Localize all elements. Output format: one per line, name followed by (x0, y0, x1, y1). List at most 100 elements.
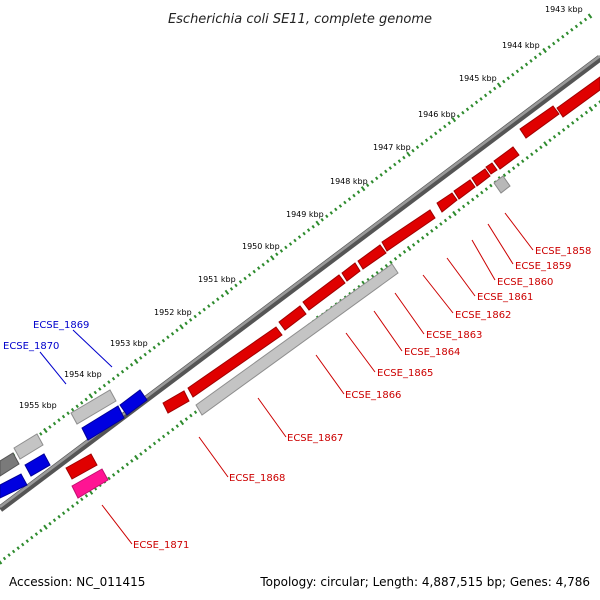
label-ecse-1871[interactable]: ECSE_1871 (133, 540, 189, 551)
scale-minor-dot (111, 473, 116, 477)
scale-minor-dot (2, 556, 7, 561)
scale-minor-dot (325, 214, 329, 219)
scale-minor-dot (502, 173, 507, 178)
scale-minor-dot (189, 413, 193, 418)
scale-minor-dot (507, 169, 511, 174)
scale-minor-dot (170, 331, 175, 336)
scale-minor-dot (21, 542, 25, 547)
label-ecse-1862[interactable]: ECSE_1862 (455, 310, 511, 321)
gene-ecse-1869-arrow[interactable] (81, 405, 125, 441)
gene-ecse-1868c-arrow[interactable] (162, 390, 190, 414)
scale-minor-dot (579, 21, 583, 25)
gene-ecse-1865-arrow[interactable] (381, 209, 436, 252)
gene-ecse-1868-arrow[interactable] (278, 305, 307, 331)
scale-minor-dot (139, 356, 143, 360)
genome-title-group: Escherichia coli SE11, complete genome (168, 12, 432, 27)
scale-major-tick (543, 141, 548, 147)
scale-minor-dot (557, 131, 561, 136)
scale-minor-dot (375, 176, 379, 181)
scale-minor-dot (161, 338, 166, 343)
scale-minor-dot (533, 55, 538, 60)
accession-text: Accession: NC_011415 (9, 575, 145, 589)
scale-minor-dot (207, 304, 211, 308)
scale-minor-dot (584, 110, 589, 115)
label-ecse-1861[interactable]: ECSE_1861 (477, 292, 533, 303)
scale-minor-dot (130, 459, 134, 463)
scale-minor-dot (534, 148, 539, 153)
label-ecse-1863[interactable]: ECSE_1863 (426, 330, 482, 341)
label-ecse-1859[interactable]: ECSE_1859 (515, 261, 571, 272)
label-ecse-1867[interactable]: ECSE_1867 (287, 433, 343, 444)
scale-major-tick (179, 324, 184, 330)
scale-minor-dot (439, 222, 443, 226)
scale-minor-dot (66, 507, 70, 512)
scale-minor-dot (402, 249, 407, 254)
scale-major-tick (451, 116, 457, 123)
scale-minor-dot (247, 273, 252, 277)
gene-grey-1-arrow[interactable] (493, 175, 511, 194)
gene-ecse-1868b-arrow[interactable] (187, 326, 283, 398)
scale-minor-dot (238, 280, 243, 284)
scale-minor-dot (302, 231, 306, 236)
scale-minor-dot (379, 173, 383, 177)
tick-label-1954: 1954 kbp (64, 370, 102, 379)
gene-ecse-1871-red-arrow[interactable] (65, 453, 98, 480)
scale-minor-dot (447, 121, 451, 125)
label-ecse-1858[interactable]: ECSE_1858 (535, 246, 591, 257)
scale-minor-dot (424, 138, 429, 143)
label-ecse-1868[interactable]: ECSE_1868 (229, 473, 285, 484)
label-ecse-1860[interactable]: ECSE_1860 (497, 277, 553, 288)
gene-ecse-1859-arrow[interactable] (519, 105, 560, 139)
tick-label-1949: 1949 kbp (286, 210, 324, 219)
scale-minor-dot (356, 190, 361, 194)
scale-minor-dot (175, 424, 179, 428)
scale-major-tick (134, 454, 139, 461)
leader-ecse-1863 (394, 292, 425, 335)
gene-ecse-1867-arrow[interactable] (341, 262, 361, 282)
scale-minor-dot (211, 300, 215, 305)
gene-ecse-1864-arrow[interactable] (436, 192, 458, 213)
gene-ecse-1866-arrow[interactable] (357, 244, 387, 270)
scale-minor-dot (525, 155, 529, 160)
gene-ecse-1858-arrow[interactable] (556, 76, 600, 118)
gene-blue-4-arrow[interactable] (0, 473, 28, 499)
scale-minor-dot (257, 266, 261, 270)
gene-ecse-1867b-arrow[interactable] (302, 274, 346, 311)
scale-minor-dot (561, 34, 565, 39)
gene-grey-4-arrow[interactable] (13, 433, 44, 460)
scale-minor-dot (30, 535, 34, 540)
label-ecse-1869[interactable]: ECSE_1869 (33, 320, 89, 331)
label-ecse-1870[interactable]: ECSE_1870 (3, 341, 59, 352)
gene-grey-3-arrow[interactable] (70, 389, 117, 425)
label-ecse-1866[interactable]: ECSE_1866 (345, 390, 401, 401)
tick-label-1951: 1951 kbp (198, 275, 236, 284)
scale-minor-dot (111, 376, 116, 381)
gene-ecse-1860-arrow[interactable] (493, 146, 520, 170)
scale-minor-dot (148, 349, 152, 353)
scale-minor-dot (184, 417, 189, 421)
tick-label-1955: 1955 kbp (19, 401, 57, 410)
scale-major-tick (496, 82, 502, 88)
gene-ecse-1870-arrow[interactable] (119, 389, 148, 416)
label-ecse-1865[interactable]: ECSE_1865 (377, 368, 433, 379)
gene-blue-3-arrow[interactable] (24, 453, 51, 477)
gene-ecse-1863-arrow[interactable] (453, 179, 476, 200)
gene-ecse-1861-arrow[interactable] (485, 162, 498, 175)
gene-grey-5-arrow[interactable] (0, 452, 20, 477)
leader-ecse-1867 (257, 397, 287, 438)
gene-ecse-1862-arrow[interactable] (471, 168, 491, 187)
scale-minor-dot (198, 311, 202, 315)
scale-minor-dot (279, 249, 284, 253)
gene-grey-2-arrow[interactable] (195, 263, 399, 416)
scale-minor-dot (461, 204, 466, 209)
leader-ecse-1858 (504, 212, 534, 251)
scale-major-tick (406, 245, 412, 252)
tick-label-1945: 1945 kbp (459, 74, 497, 83)
label-ecse-1864[interactable]: ECSE_1864 (404, 347, 460, 358)
leader-ecse-1864 (373, 310, 403, 352)
scale-minor-dot (161, 434, 166, 439)
scale-minor-dot (57, 418, 61, 422)
gene-ecse-1871-arrow[interactable] (71, 468, 109, 499)
scale-minor-dot (34, 532, 39, 536)
scale-minor-dot (457, 208, 461, 212)
